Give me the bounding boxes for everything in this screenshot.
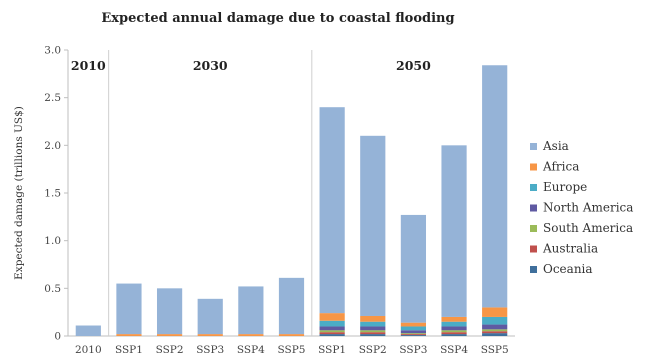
bar-segment-south-america [441, 330, 467, 333]
bar-segment-south-america [400, 333, 427, 335]
legend-label: Asia [542, 139, 569, 153]
bar-segment-asia [319, 107, 345, 314]
legend-swatch [530, 245, 537, 253]
plot-area: 0 0.5 1.0 1.5 2.0 2.5 3.0 2010 2030 2050 2010 SSP1 S… [44, 45, 515, 356]
bar-segment-africa [197, 334, 223, 336]
y-tick-label: 1.0 [44, 235, 61, 247]
bar-segment-africa [482, 307, 508, 317]
bar-segment-africa [319, 313, 345, 321]
x-tick-label: SSP5 [481, 344, 509, 356]
bar-segment-europe [441, 321, 467, 327]
period-label: 2010 [71, 58, 106, 73]
bar-segment-africa [360, 315, 386, 322]
chart-title: Expected annual damage due to coastal fl… [101, 11, 454, 26]
period-label: 2030 [193, 58, 228, 73]
bar-segment-asia [156, 288, 183, 335]
x-tick-label: SSP1 [115, 344, 143, 356]
bar-segment-europe [482, 316, 508, 325]
y-axis-label: Expected damage (trillions US$) [13, 106, 25, 280]
y-tick-label: 2.5 [44, 92, 61, 104]
bar-segment-africa [156, 334, 183, 336]
x-tick-label: SSP2 [156, 344, 184, 356]
bar-segment-africa [238, 334, 264, 336]
bar-segment-asia [75, 325, 101, 336]
bar-segment-south-america [319, 330, 345, 333]
x-tick-label: SSP3 [196, 344, 224, 356]
legend: Asia Africa Europe North America South Ameri… [530, 139, 633, 276]
bar-segment-europe [400, 326, 427, 331]
x-tick-label: SSP4 [440, 344, 468, 356]
bar-segment-asia [441, 145, 467, 317]
legend-swatch [530, 143, 537, 150]
bar-segment-africa [400, 322, 427, 327]
legend-swatch [530, 184, 537, 191]
legend-swatch [530, 225, 537, 232]
legend-swatch [530, 163, 537, 171]
bar-segment-south-america [360, 330, 386, 333]
legend-label: North America [543, 201, 633, 215]
bar-segment-australia [360, 332, 386, 335]
bar-segment-asia [278, 277, 305, 335]
bar-segment-asia [197, 298, 223, 335]
bar-segment-south-america [482, 329, 508, 332]
bar-segment-australia [400, 334, 427, 336]
bar-segment-europe [360, 321, 386, 327]
bar-segment-africa [441, 316, 467, 322]
bar-segment-oceania [400, 335, 427, 336]
bar-segment-north-america [400, 330, 427, 334]
legend-label: Europe [543, 180, 587, 194]
period-label: 2050 [396, 58, 431, 73]
bar-segment-asia [360, 135, 386, 316]
x-tick-label: SSP3 [399, 344, 427, 356]
x-tick-label: SSP5 [278, 344, 306, 356]
legend-swatch [530, 204, 537, 212]
bar-segment-north-america [441, 326, 467, 331]
bar-segment-asia [482, 65, 508, 308]
legend-label: Oceania [543, 262, 593, 276]
bar-segment-north-america [319, 326, 345, 331]
bar-segment-australia [319, 332, 345, 335]
bar-segment-north-america [360, 326, 386, 331]
bar-segment-oceania [319, 334, 345, 336]
legend-swatch [530, 266, 537, 273]
legend-label: South America [543, 221, 633, 235]
bar-segment-europe [319, 320, 345, 327]
x-tick-label: SSP2 [359, 344, 387, 356]
x-tick-label: SSP4 [237, 344, 265, 356]
y-tick-label: 2.0 [44, 140, 61, 152]
x-tick-label: SSP1 [318, 344, 346, 356]
bar-segment-africa [278, 334, 305, 336]
y-tick-label: 1.5 [44, 188, 61, 200]
y-tick-label: 3.0 [44, 45, 61, 57]
bar-segment-asia [116, 283, 142, 335]
bar-segment-australia [482, 331, 508, 334]
bar-segment-oceania [360, 334, 386, 336]
bar-segment-oceania [441, 334, 467, 336]
bar-segment-australia [441, 332, 467, 335]
legend-label: Africa [542, 160, 579, 174]
y-tick-label: 0 [54, 331, 61, 343]
bar-segment-asia [238, 286, 264, 335]
bar-segment-africa [116, 334, 142, 336]
x-tick-label: 2010 [75, 344, 102, 356]
bar-segment-oceania [482, 333, 508, 336]
legend-label: Australia [542, 242, 598, 256]
bar-segment-asia [400, 214, 427, 323]
y-tick-label: 0.5 [44, 283, 61, 295]
bar-segment-north-america [482, 324, 508, 330]
